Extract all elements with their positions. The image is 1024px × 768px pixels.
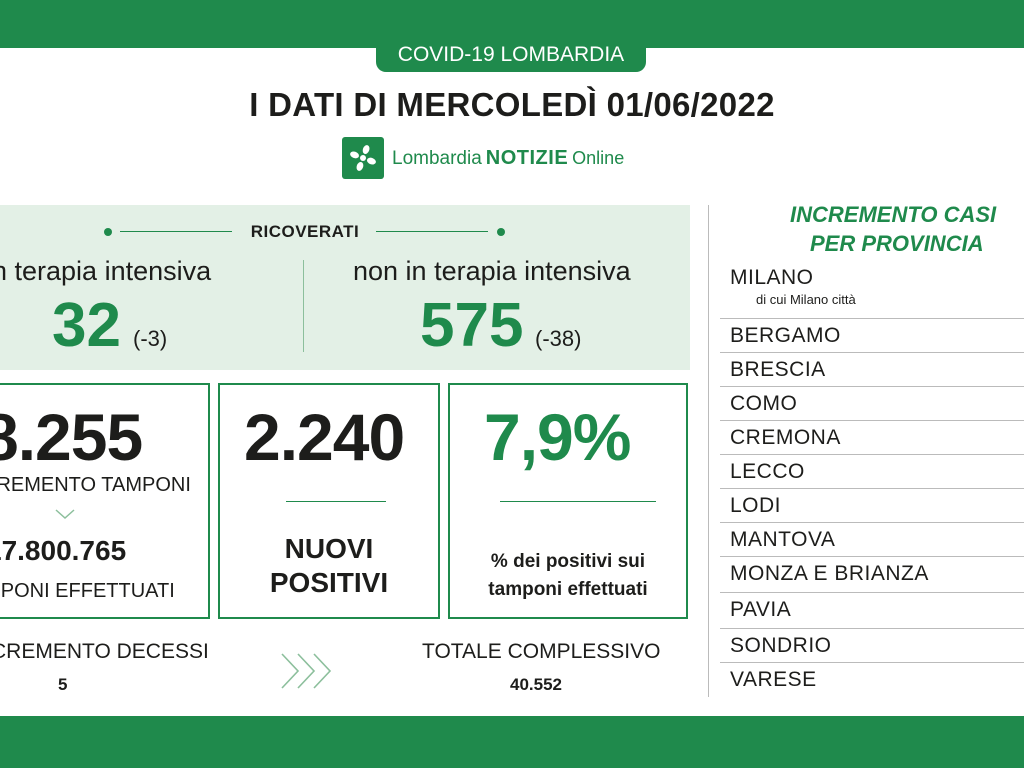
province-row: LECCO [720, 455, 1024, 489]
province-row: LODI [720, 489, 1024, 523]
nuovi-positivi-value: 2.240 [244, 400, 405, 474]
brand-part-3: Online [572, 147, 625, 168]
province-row: CREMONA [720, 421, 1024, 455]
percentuale-value: 7,9% [484, 400, 631, 474]
non-intensive-label: non in terapia intensiva [353, 256, 631, 286]
province-title-line1: INCREMENTO CASI [790, 202, 997, 227]
province-row: PAVIA [720, 593, 1024, 629]
province-name: MILANO [730, 266, 814, 289]
chevron-down-icon [55, 509, 75, 520]
province-row: MONZA E BRIANZA [720, 557, 1024, 593]
decessi-total-value: 40.552 [510, 675, 562, 694]
brand-part-1: Lombardia [392, 147, 482, 169]
nuovi-positivi-card: 2.240 NUOVI POSITIVI [218, 383, 440, 619]
nuovi-positivi-line2: POSITIVI [269, 567, 389, 598]
ricoverati-panel [0, 205, 690, 370]
brand-logo: Lombardia NOTIZIE Online [342, 136, 624, 180]
column-separator [708, 205, 709, 697]
tamponi-increment-label: INCREMENTO TAMPONI [0, 474, 191, 496]
bottom-band [0, 716, 1024, 768]
region-pill: COVID-19 LOMBARDIA [376, 40, 646, 72]
percentuale-card: 7,9% % dei positivi sui tamponi effettua… [448, 383, 688, 619]
brand-text: Lombardia NOTIZIE Online [392, 147, 624, 170]
tamponi-total-value: 17.800.765 [0, 535, 127, 566]
nuovi-positivi-line1: NUOVI [284, 533, 374, 564]
ricoverati-divider [303, 260, 304, 352]
ricoverati-line-left [120, 231, 232, 232]
percentuale-line2: tamponi effettuati [488, 579, 648, 600]
intensive-value: 32 [52, 291, 121, 360]
non-intensive-value: 575 [420, 291, 524, 360]
percentuale-rule [500, 501, 656, 502]
non-intensive-delta: (-38) [535, 326, 582, 351]
tamponi-increment-value: 8.255 [0, 400, 143, 474]
lombardy-rose-logo-icon [342, 137, 384, 179]
percentuale-line1: % dei positivi sui [490, 551, 646, 572]
tamponi-total-label: TAMPONI EFFETTUATI [0, 580, 175, 602]
brand-part-2: NOTIZIE [485, 146, 569, 169]
province-row: BRESCIA [720, 353, 1024, 387]
nuovi-positivi-rule [286, 501, 386, 502]
province-row: MANTOVA [720, 523, 1024, 557]
province-row: VARESE [730, 668, 817, 691]
ricoverati-line-right [376, 231, 488, 232]
province-row: COMO [720, 387, 1024, 421]
decessi-increment-label: INCREMENTO DECESSI [0, 640, 209, 663]
triple-chevron-right-icon [281, 653, 332, 689]
page-title: I DATI DI MERCOLEDÌ 01/06/2022 [249, 86, 775, 123]
province-title: INCREMENTO CASI PER PROVINCIA [790, 200, 996, 258]
ricoverati-dot-left [104, 228, 112, 236]
province-row: BERGAMO [720, 319, 1024, 353]
tamponi-card: 8.255 INCREMENTO TAMPONI 17.800.765 TAMP… [0, 383, 210, 619]
province-row-milano: MILANO di cui Milano città [720, 264, 1024, 319]
province-title-line2: PER PROVINCIA [810, 231, 984, 256]
province-list: MILANO di cui Milano città BERGAMO BRESC… [720, 264, 1024, 697]
intensive-delta: (-3) [133, 326, 168, 351]
decessi-total-label: TOTALE COMPLESSIVO [422, 640, 661, 663]
ricoverati-dot-right [497, 228, 505, 236]
province-row: SONDRIO [720, 629, 1024, 663]
decessi-increment-value: 5 [58, 675, 68, 694]
intensive-label: in terapia intensiva [0, 256, 212, 286]
province-milano-sub: di cui Milano città [756, 292, 856, 307]
ricoverati-title: RICOVERATI [250, 222, 360, 241]
